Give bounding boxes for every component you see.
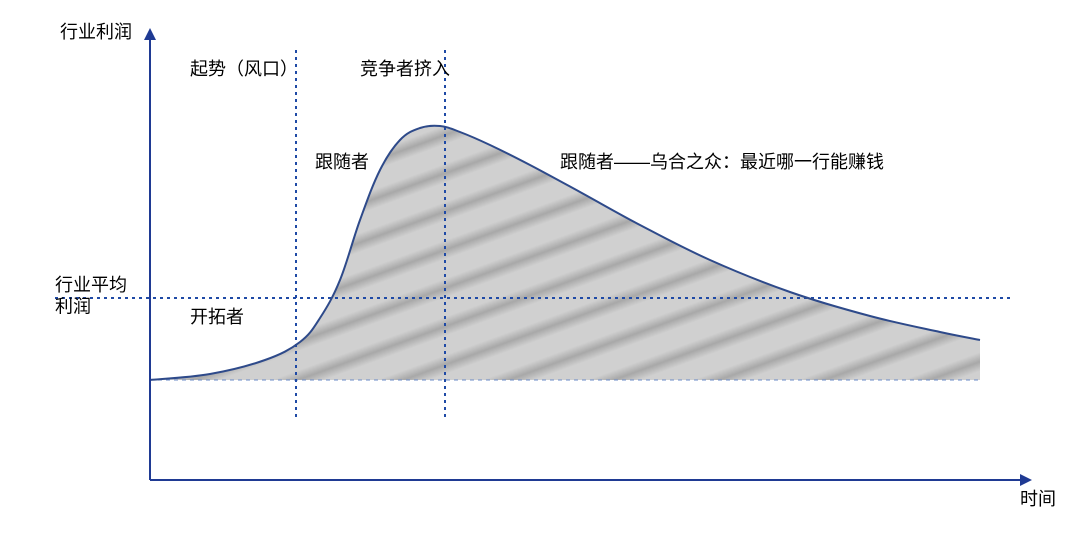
- curve-fill-area: [0, 0, 1080, 536]
- x-axis-label: 时间: [1020, 489, 1056, 509]
- annotation-follower: 跟随者: [315, 152, 369, 172]
- y-axis-arrow: [144, 28, 156, 40]
- annotation-pioneer: 开拓者: [190, 307, 244, 327]
- y-axis-label: 行业利润: [60, 22, 132, 42]
- avg-profit-label: 行业平均利润: [55, 275, 127, 317]
- annotation-crowd: 跟随者——乌合之众：最近哪一行能赚钱: [560, 152, 884, 172]
- x-axis-arrow: [1020, 474, 1032, 486]
- competitors-label: 竞争者挤入: [360, 59, 450, 79]
- profit-curve-chart: 行业利润 时间 行业平均利润 起势（风口） 竞争者挤入 开拓者 跟随者 跟随者—…: [0, 0, 1080, 536]
- rise-label: 起势（风口）: [190, 59, 298, 79]
